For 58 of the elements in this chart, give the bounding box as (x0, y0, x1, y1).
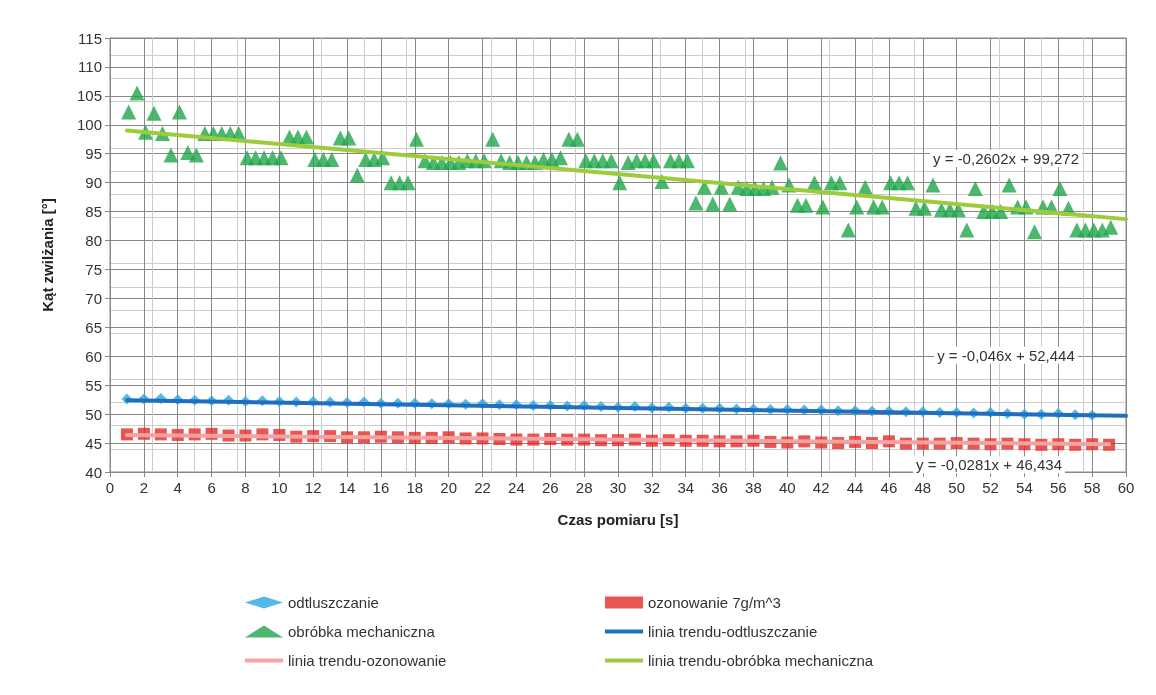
x-tick-label: 58 (1083, 479, 1101, 496)
y-tick-label: 100 (76, 116, 102, 134)
x-tick-label: 10 (270, 479, 288, 496)
y-tick-label: 80 (85, 232, 102, 250)
x-tick-label: 38 (745, 479, 762, 496)
y-tick-label: 75 (85, 260, 102, 278)
y-tick-label: 50 (85, 405, 102, 423)
x-tick-label: 50 (948, 479, 966, 496)
x-tick-label: 16 (372, 479, 390, 496)
annotation: y = -0,0281x + 46,434 (916, 456, 1063, 474)
x-tick-label: 6 (207, 479, 216, 496)
x-tick-label: 28 (575, 479, 593, 496)
y-tick-label: 65 (85, 318, 102, 336)
x-tick-label: 36 (711, 479, 728, 496)
y-tick-label: 40 (85, 463, 102, 481)
legend-label: ozonowanie 7g/m^3 (648, 594, 781, 611)
y-tick-label: 105 (76, 87, 102, 105)
x-tick-label: 56 (1049, 479, 1067, 496)
x-tick-label: 12 (304, 479, 322, 496)
y-tick-label: 55 (85, 376, 102, 394)
x-tick-label: 22 (474, 479, 491, 496)
y-tick-label: 45 (85, 434, 102, 452)
legend-label: obróbka mechaniczna (288, 623, 436, 640)
x-tick-label: 30 (609, 479, 627, 496)
x-tick-label: 14 (338, 479, 356, 496)
x-tick-label: 48 (914, 479, 932, 496)
y-tick-label: 85 (85, 203, 102, 221)
x-tick-label: 46 (880, 479, 898, 496)
x-tick-label: 40 (778, 479, 796, 496)
x-tick-label: 34 (677, 479, 695, 496)
x-tick-label: 20 (440, 479, 458, 496)
x-tick-label: 44 (846, 479, 864, 496)
x-tick-label: 52 (982, 479, 999, 496)
y-tick-label: 115 (78, 29, 102, 47)
legend-label: linia trendu-ozonowanie (288, 652, 447, 669)
x-tick-label: 60 (1117, 479, 1135, 496)
annotation: y = -0,046x + 52,444 (937, 346, 1075, 364)
x-tick-label: 0 (105, 479, 115, 496)
x-tick-label: 18 (406, 479, 424, 496)
x-axis-title: Czas pomiaru [s] (557, 511, 679, 528)
y-axis-title: Kąt zwilżania [°] (39, 198, 56, 312)
x-tick-label: 4 (173, 479, 182, 496)
x-tick-label: 2 (139, 479, 149, 496)
y-tick-label: 110 (78, 58, 102, 76)
annotation: y = -0,2602x + 99,272 (933, 150, 1079, 168)
y-tick-label: 90 (85, 174, 102, 192)
x-tick-label: 26 (541, 479, 559, 496)
x-tick-label: 42 (812, 479, 830, 496)
x-tick-label: 24 (508, 479, 525, 496)
y-tick-label: 95 (85, 145, 102, 163)
legend-label: linia trendu-odtluszczanie (648, 623, 818, 640)
y-tick-label: 60 (85, 347, 102, 365)
x-tick-label: 32 (643, 479, 661, 496)
x-tick-label: 54 (1016, 479, 1033, 496)
legend-label: linia trendu-obróbka mechaniczna (648, 652, 874, 669)
x-tick-label: 8 (241, 479, 250, 496)
legend-label: odtluszczanie (288, 594, 379, 611)
y-tick-label: 70 (85, 289, 102, 307)
